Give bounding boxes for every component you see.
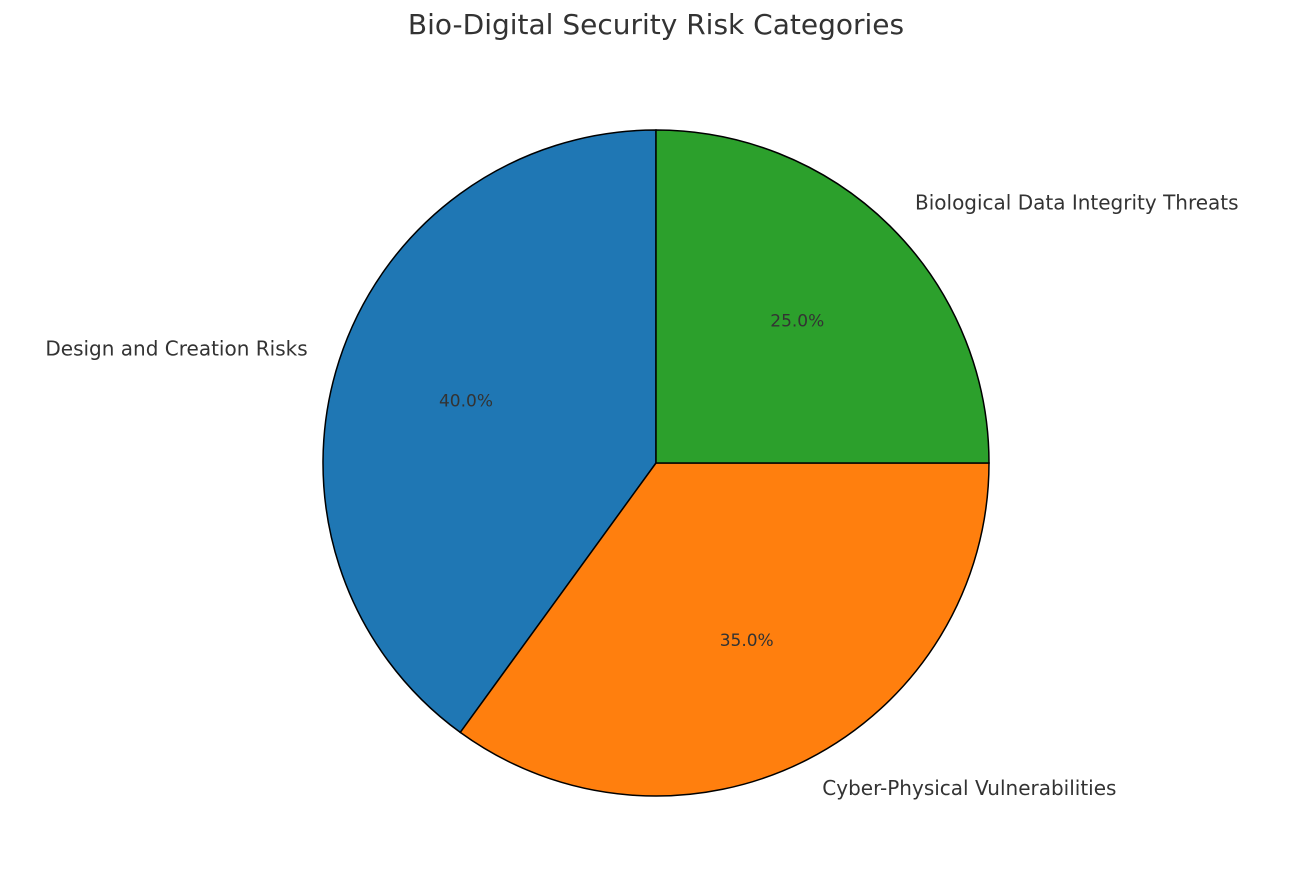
value-label: 35.0%	[720, 631, 774, 651]
slice-label: Cyber-Physical Vulnerabilities	[822, 776, 1116, 800]
chart-title: Bio-Digital Security Risk Categories	[408, 8, 904, 41]
slice-label: Biological Data Integrity Threats	[915, 190, 1239, 214]
pie-slice	[459, 462, 990, 797]
slice-label: Design and Creation Risks	[45, 336, 307, 360]
pie-slice	[655, 129, 990, 464]
value-label: 25.0%	[770, 312, 824, 332]
value-label: 40.0%	[439, 391, 493, 411]
pie-slice	[322, 129, 657, 734]
